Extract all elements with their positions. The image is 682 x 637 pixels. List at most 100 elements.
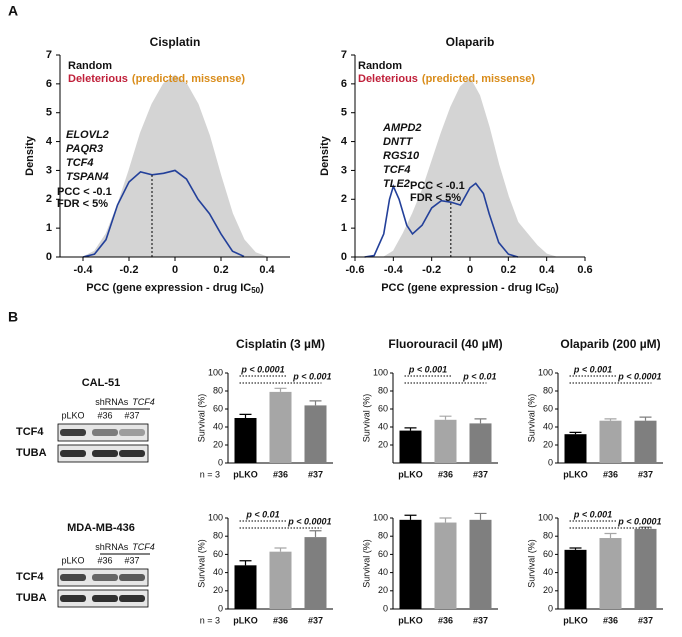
y-tick-label: 5 — [341, 107, 347, 119]
legend-name: Deleterious — [358, 73, 418, 85]
y-tick-label: 40 — [378, 567, 388, 577]
error-bar — [239, 413, 252, 418]
error-bar — [404, 514, 417, 520]
x-axis-label-sub: 50 — [251, 286, 260, 295]
x-tick-label: -0.2 — [422, 264, 441, 276]
y-tick-label: 20 — [543, 585, 553, 595]
threshold-note: PCC < -0.1 — [410, 180, 465, 192]
threshold-note: FDR < 5% — [410, 192, 461, 204]
x-tick-label: #36 — [273, 469, 288, 479]
y-tick-label: 40 — [213, 567, 223, 577]
y-tick-label: 40 — [213, 421, 223, 431]
x-axis-label-main: PCC (gene expression - drug IC — [86, 282, 251, 294]
legend-entry: Deleterious (predicted, missense) — [358, 73, 535, 85]
x-axis-label-main: PCC (gene expression - drug IC — [381, 282, 546, 294]
bar — [234, 418, 257, 463]
bar — [599, 420, 622, 463]
random-density — [82, 74, 268, 258]
error-bar — [404, 427, 417, 431]
y-tick-label: 60 — [213, 549, 223, 559]
y-tick-label: 6 — [341, 78, 347, 90]
x-tick-label: 0.2 — [213, 264, 228, 276]
legend-entry: Deleterious (predicted, missense) — [68, 73, 245, 85]
gene-label: TCF4 — [66, 157, 94, 169]
blot-row-label: TUBA — [16, 592, 47, 604]
x-axis-label: PCC (gene expression - drug IC50) — [86, 282, 264, 295]
x-tick-label: pLKO — [398, 615, 423, 625]
panel-label: A — [8, 3, 18, 19]
y-tick-label: 40 — [543, 421, 553, 431]
legend-note: (predicted, missense) — [132, 73, 245, 85]
bar — [269, 551, 292, 609]
n-label: n = 3 — [200, 615, 220, 625]
y-axis-label: Survival (%) — [361, 394, 371, 443]
legend-entry: Random — [68, 60, 112, 72]
error-bar — [474, 418, 487, 424]
shrna-label: shRNAs TCF4 — [95, 542, 155, 552]
error-bar — [439, 517, 452, 523]
y-tick-label: 100 — [538, 367, 553, 377]
y-tick-label: 40 — [378, 421, 388, 431]
y-axis-label: Survival (%) — [361, 539, 371, 588]
y-tick-label: 80 — [543, 531, 553, 541]
n-label: n = 3 — [200, 469, 220, 479]
chart-title: Cisplatin — [150, 35, 201, 49]
blot-band — [119, 429, 145, 436]
y-tick-label: 60 — [378, 549, 388, 559]
x-tick-label: #37 — [308, 469, 323, 479]
y-tick-label: 20 — [213, 439, 223, 449]
y-axis-label: Density — [24, 135, 36, 176]
bar — [304, 537, 327, 609]
p-value: p < 0.0001 — [617, 516, 661, 526]
blot-band — [119, 595, 145, 602]
x-tick-label: 0.4 — [259, 264, 275, 276]
error-bar — [239, 560, 252, 566]
y-tick-label: 80 — [543, 385, 553, 395]
blot-band — [60, 574, 86, 581]
blot-band — [60, 429, 86, 436]
shrna-word: shRNAs — [95, 397, 129, 407]
x-tick-label: 0 — [467, 264, 473, 276]
chart-title: Cisplatin (3 µM) — [236, 337, 325, 351]
y-tick-label: 1 — [46, 222, 52, 234]
x-tick-label: pLKO — [563, 615, 588, 625]
bar — [599, 538, 622, 609]
gene-label: RGS10 — [383, 150, 420, 162]
error-bar — [604, 532, 617, 539]
gene-label: AMPD2 — [382, 122, 422, 134]
p-value: p < 0.0001 — [617, 371, 661, 381]
chart-title: Olaparib (200 µM) — [560, 337, 660, 351]
y-tick-label: 4 — [341, 135, 348, 147]
p-value: p < 0.0001 — [240, 364, 284, 374]
y-tick-label: 100 — [208, 367, 223, 377]
legend-note: (predicted, missense) — [422, 73, 535, 85]
x-axis-label-end: ) — [555, 282, 559, 294]
y-tick-label: 2 — [341, 193, 347, 205]
y-tick-label: 1 — [341, 222, 347, 234]
bar — [564, 434, 587, 463]
shrna-word: shRNAs — [95, 542, 129, 552]
y-axis-label: Survival (%) — [526, 539, 536, 588]
y-tick-label: 0 — [548, 457, 553, 467]
shrna-label: shRNAs TCF4 — [95, 397, 155, 407]
y-tick-label: 60 — [213, 403, 223, 413]
y-tick-label: 4 — [46, 135, 53, 147]
blot-row-label: TCF4 — [16, 571, 44, 583]
y-tick-label: 80 — [213, 531, 223, 541]
x-tick-label: pLKO — [233, 615, 258, 625]
y-tick-label: 60 — [543, 403, 553, 413]
shrna-gene: TCF4 — [132, 397, 155, 407]
y-tick-label: 6 — [46, 78, 52, 90]
y-tick-label: 100 — [538, 512, 553, 522]
gene-label: TSPAN4 — [66, 171, 109, 183]
error-bar — [604, 418, 617, 421]
bar — [399, 519, 422, 609]
p-value: p < 0.001 — [573, 364, 612, 374]
bar — [269, 391, 292, 463]
y-tick-label: 0 — [218, 457, 223, 467]
y-tick-label: 5 — [46, 107, 52, 119]
y-tick-label: 0 — [548, 603, 553, 613]
y-tick-label: 3 — [46, 164, 52, 176]
x-tick-label: pLKO — [233, 469, 258, 479]
bar — [469, 519, 492, 609]
